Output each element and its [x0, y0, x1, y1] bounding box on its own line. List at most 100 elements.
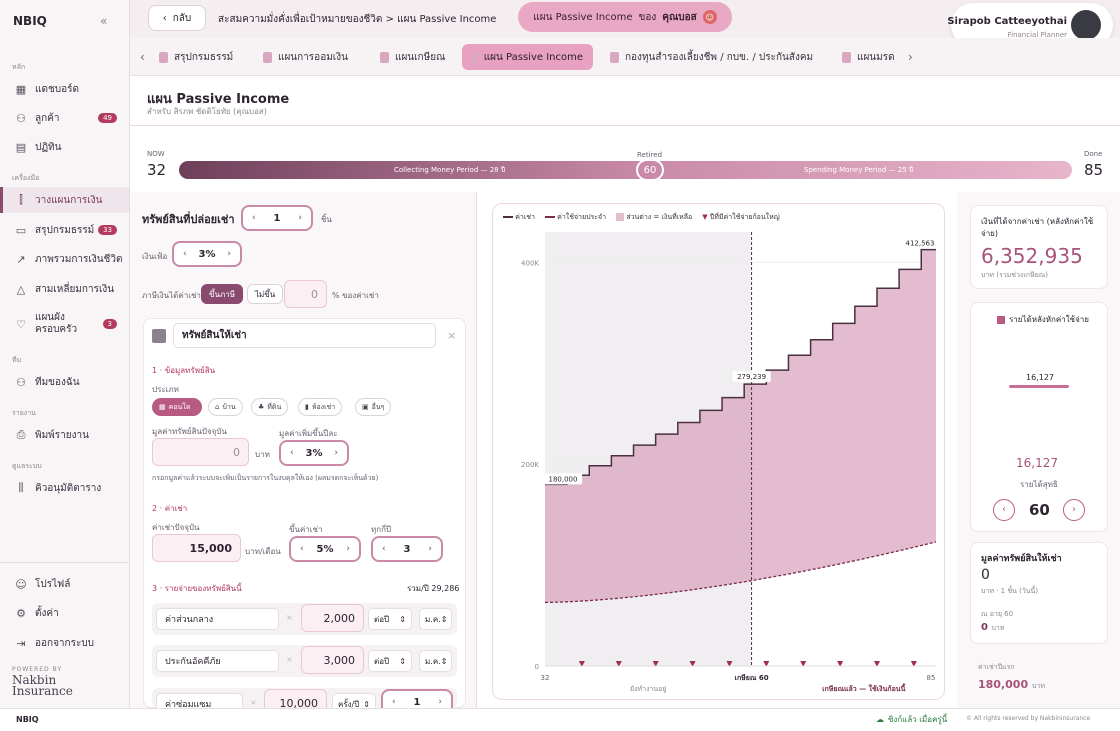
sidebar-item-life-overview[interactable]: ↗ ภาพรวมการเงินชีวิต	[0, 246, 129, 272]
now-label: NOW	[147, 150, 165, 158]
assets-count-stepper[interactable]: ‹ 1 ›	[241, 205, 313, 231]
income-chart-card: ค่าเช่า ค่าใช้จ่ายประจำ ส่วนต่าง = เงินท…	[492, 203, 945, 700]
chevron-left-icon[interactable]: ‹	[183, 249, 187, 259]
sync-status: ☁ ซิงก์แล้ว เมื่อครู่นี้	[876, 715, 948, 724]
expense-month-select[interactable]: ม.ค. ⇕	[419, 608, 452, 630]
major-expense-marker	[578, 661, 585, 667]
triangle-icon: △	[16, 282, 26, 296]
expense-count-stepper[interactable]: ‹ 1 ›	[381, 689, 453, 708]
rent-input[interactable]: 15,000	[152, 534, 241, 562]
chevron-left-icon[interactable]: ‹	[252, 213, 256, 223]
chevron-left-icon[interactable]: ‹	[382, 544, 386, 554]
app-logo: NBIQ	[13, 14, 47, 28]
inflation-stepper[interactable]: ‹ 3% ›	[172, 241, 242, 267]
users-icon: ⚇	[16, 111, 26, 125]
y-tick-label: 0	[535, 663, 539, 671]
end-value-label: 412,563	[906, 240, 935, 248]
powered-by-label: POWERED BY	[12, 666, 63, 673]
major-expense-marker	[873, 661, 880, 667]
expense-freq-select[interactable]: ครั้ง/ปี ⇕	[332, 693, 376, 708]
sidebar-item-triangle[interactable]: △ สามเหลี่ยมการเงิน	[0, 276, 129, 302]
collect-period-label: Collecting Money Period — 28 ปี	[394, 166, 506, 174]
sidebar-item-calendar[interactable]: ▤ ปฏิทิน	[15, 140, 62, 154]
chevron-right-icon[interactable]: ›	[908, 50, 913, 64]
sidebar-item-customers[interactable]: ⚇ ลูกค้า 49	[0, 105, 129, 131]
expense-name-input[interactable]: ค่าซ่อมแซม	[156, 693, 243, 708]
income-chart: 0 200K 400K 180,000 279,239 412,563 32 เกษียณ 6…	[521, 232, 940, 693]
chevron-right-icon[interactable]: ›	[428, 544, 432, 554]
type-condo-chip[interactable]: ▦ คอนโด	[152, 398, 202, 416]
expense-row: ค่าส่วนกลาง × 2,000 ต่อปี ⇕ ม.ค. ⇕	[152, 603, 457, 635]
type-house-chip[interactable]: ⌂ บ้าน	[208, 398, 243, 416]
page-subtitle: สำหรับ สิรภพ ชัดติโยทัย (คุณบอส)	[147, 107, 267, 116]
sidebar-item-dashboard[interactable]: ▦ แดชบอร์ด	[15, 82, 79, 96]
growth-stepper[interactable]: ‹ 3% ›	[279, 440, 349, 466]
retire-age-marker[interactable]: 60	[636, 159, 664, 181]
sidebar-item-financial-planning[interactable]: ⫿ วางแผนการเงิน	[0, 187, 129, 213]
y-tick-label: 200K	[521, 461, 539, 469]
income-summary-card: เงินที่ได้จากค่าเช่า (หลังหักค่าใช้จ่าย)…	[970, 205, 1108, 289]
tab-saving-plan[interactable]: แผนการออมเงิน	[253, 44, 358, 70]
prev-year-button[interactable]: ‹	[993, 499, 1015, 521]
tab-policy-summary[interactable]: สรุปกรมธรรม์	[149, 44, 243, 70]
done-age: 85	[1084, 161, 1104, 179]
expense-month-select[interactable]: ม.ค. ⇕	[419, 650, 452, 672]
legend-major: ▼ ปีที่มีค่าใช้จ่ายก้อนใหญ่	[702, 213, 780, 221]
type-other-chip[interactable]: ▣ อื่นๆ	[355, 398, 392, 416]
tax-unit: % ของค่าเช่า	[332, 291, 379, 300]
type-land-chip[interactable]: ♣ ที่ดิน	[251, 398, 289, 416]
user-role: Financial Planner	[1007, 31, 1067, 39]
tab-retirement-plan[interactable]: แผนเกษียณ	[370, 44, 455, 70]
collapse-sidebar-icon[interactable]: «	[100, 14, 108, 28]
chevron-left-icon[interactable]: ‹	[300, 544, 304, 554]
chevron-left-icon[interactable]: ‹	[140, 50, 145, 64]
asset-value-now: 0	[981, 567, 990, 583]
expense-amount-input[interactable]: 3,000	[301, 646, 364, 674]
expense-amount-input[interactable]: 2,000	[301, 604, 364, 632]
type-room-chip[interactable]: ▮ ห้องเช่า	[298, 398, 343, 416]
tab-provident-fund[interactable]: กองทุนสำรองเลี้ยงชีพ / กบข. / ประกันสังค…	[600, 44, 823, 70]
sidebar-item-my-team[interactable]: ⚇ ทีมของฉัน	[0, 369, 129, 395]
chart-legend: ค่าเช่า ค่าใช้จ่ายประจำ ส่วนต่าง = เงินท…	[503, 212, 780, 223]
asset-age-label: ณ อายุ 60	[981, 610, 1014, 618]
next-year-button[interactable]: ›	[1063, 499, 1085, 521]
sidebar-item-print-report[interactable]: ⎙ พิมพ์รายงาน	[0, 422, 129, 448]
chevron-right-icon[interactable]: ›	[298, 213, 302, 223]
chevron-right-icon[interactable]: ›	[334, 448, 338, 458]
sidebar-item-policy-summary[interactable]: ▭ สรุปกรมธรรม์ 33	[0, 217, 129, 243]
section-main-label: หลัก	[12, 63, 26, 71]
every-stepper[interactable]: ‹ 3 ›	[371, 536, 443, 562]
library-icon: ⫼	[18, 481, 24, 494]
user-name: Sirapob Catteeyothai	[947, 16, 1067, 27]
tab-passive-income[interactable]: แผน Passive Income	[462, 44, 593, 70]
expense-name-input[interactable]: ค่าส่วนกลาง	[156, 608, 279, 630]
asset-value-input[interactable]: 0	[152, 438, 249, 466]
document-icon	[159, 51, 168, 63]
tab-inheritance[interactable]: แผนมรด	[832, 44, 905, 70]
close-icon[interactable]: ×	[447, 329, 457, 342]
tax-percent-input[interactable]: 0	[284, 280, 327, 308]
chevron-right-icon[interactable]: ›	[227, 249, 231, 259]
updown-icon: ⇕	[363, 699, 370, 709]
sidebar-item-approval-queue[interactable]: ⫼ คิวอนุมัติตาราง	[0, 475, 129, 501]
sidebar-item-profile[interactable]: ☺ โปรไฟล์	[15, 577, 71, 591]
sidebar-item-logout[interactable]: ⇥ ออกจากระบบ	[0, 630, 129, 656]
chevron-right-icon[interactable]: ›	[346, 544, 350, 554]
top-bar: ‹ กลับ สะสมความมั่งคั่งเพื่อเป้าหมายของชี…	[130, 0, 1120, 47]
expense-amount-input[interactable]: 10,000	[264, 689, 327, 708]
rent-up-stepper[interactable]: ‹ 5% ›	[289, 536, 361, 562]
printer-icon: ⎙	[16, 428, 26, 441]
tax-on-button[interactable]: ขึ้นภาษี	[201, 284, 243, 304]
back-button[interactable]: ‹ กลับ	[148, 5, 206, 31]
expense-name-input[interactable]: ประกันอัคคีภัย	[156, 650, 279, 672]
chevron-left-icon[interactable]: ‹	[290, 448, 294, 458]
box-icon: ▣	[362, 403, 369, 411]
expense-freq-select[interactable]: ต่อปี ⇕	[368, 608, 412, 630]
year-value: 60	[1029, 501, 1050, 519]
sidebar-item-settings[interactable]: ⚙ ตั้งค่า	[0, 600, 129, 626]
tax-off-button[interactable]: ไม่ขึ้น	[246, 284, 284, 304]
copyright: © All rights reserved by Nakbininsurance	[966, 715, 1091, 722]
sidebar-item-family-tree[interactable]: ♡ แผนผังครอบครัว 3	[0, 309, 129, 339]
asset-name-input[interactable]: ทรัพย์สินให้เช่า	[173, 323, 436, 348]
expense-freq-select[interactable]: ต่อปี ⇕	[368, 650, 412, 672]
